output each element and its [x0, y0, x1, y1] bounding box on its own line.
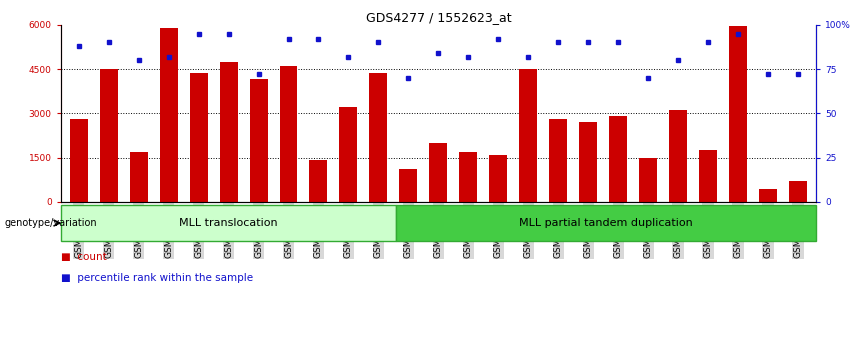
- Bar: [609, 116, 627, 202]
- Bar: [579, 122, 597, 202]
- Bar: [69, 119, 88, 202]
- Bar: [250, 79, 267, 202]
- Text: MLL translocation: MLL translocation: [180, 218, 278, 228]
- Bar: [129, 152, 148, 202]
- Bar: [759, 188, 777, 202]
- Bar: [490, 155, 507, 202]
- Text: genotype/variation: genotype/variation: [4, 218, 97, 228]
- Bar: [279, 66, 298, 202]
- Text: MLL partial tandem duplication: MLL partial tandem duplication: [519, 218, 693, 228]
- Bar: [729, 26, 747, 202]
- Bar: [669, 110, 687, 202]
- Bar: [789, 181, 807, 202]
- Bar: [310, 160, 327, 202]
- Bar: [220, 62, 238, 202]
- Bar: [370, 74, 387, 202]
- Bar: [699, 150, 717, 202]
- Bar: [519, 69, 537, 202]
- Bar: [100, 69, 118, 202]
- Bar: [459, 152, 477, 202]
- Bar: [430, 143, 447, 202]
- Bar: [549, 119, 567, 202]
- Bar: [339, 107, 358, 202]
- Bar: [189, 74, 207, 202]
- Bar: [160, 28, 178, 202]
- Bar: [639, 158, 657, 202]
- Bar: [399, 169, 418, 202]
- Title: GDS4277 / 1552623_at: GDS4277 / 1552623_at: [365, 11, 511, 24]
- Text: ■  count: ■ count: [61, 252, 107, 262]
- Text: ■  percentile rank within the sample: ■ percentile rank within the sample: [61, 273, 253, 283]
